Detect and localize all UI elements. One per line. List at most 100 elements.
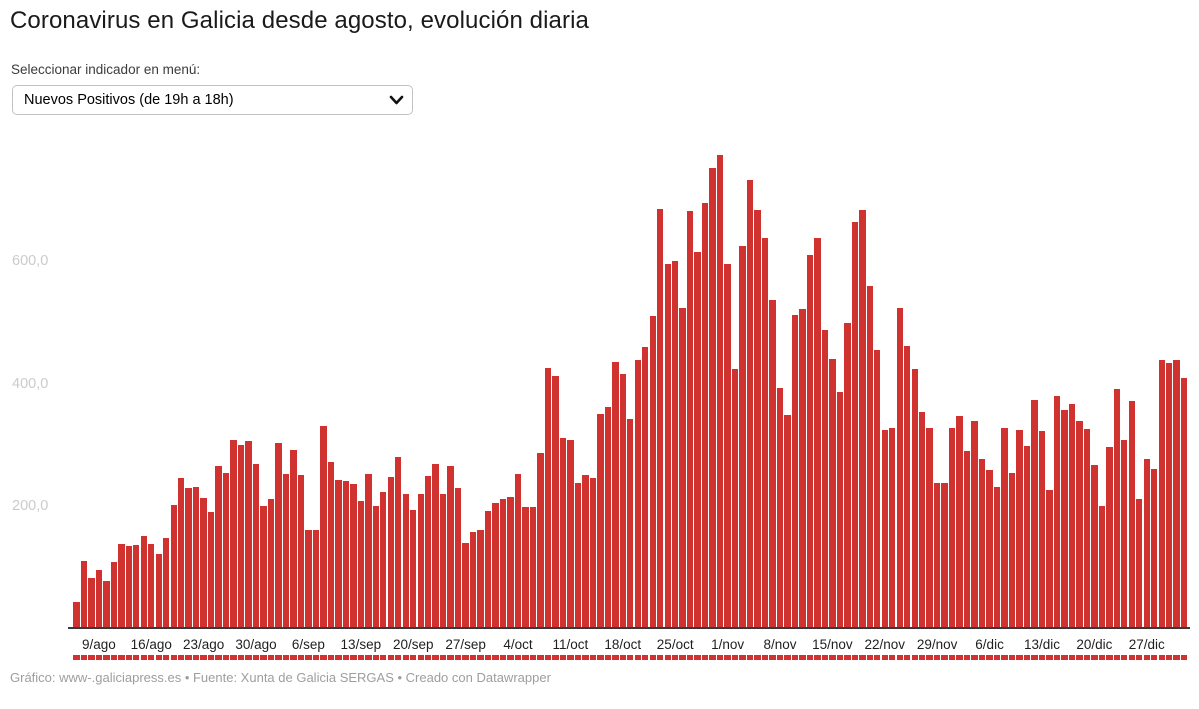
bar (155, 554, 162, 628)
bar (1180, 378, 1188, 628)
bar-baseline-stub (462, 655, 469, 660)
bar (327, 461, 335, 628)
bar (1113, 389, 1120, 628)
bar-baseline-stub (454, 655, 462, 660)
bar-baseline-stub (1180, 655, 1188, 660)
bar (469, 532, 477, 628)
bar-baseline-stub (694, 655, 701, 660)
bar-baseline-stub (911, 655, 918, 660)
bar (716, 155, 724, 628)
bar-baseline-stub (896, 655, 903, 660)
bar-baseline-stub (245, 655, 252, 660)
bar (529, 507, 537, 628)
bar-baseline-stub (679, 655, 686, 660)
x-axis-label: 9/ago (81, 637, 116, 652)
x-axis-label: 23/ago (182, 637, 225, 652)
bar-baseline-stub (290, 655, 297, 660)
bar-baseline-stub (851, 655, 859, 660)
bar-baseline-stub (866, 655, 873, 660)
bar (926, 428, 933, 628)
bar (148, 544, 155, 628)
bar-baseline-stub (1143, 655, 1150, 660)
y-axis-label: 600,0 (12, 253, 49, 270)
bar (761, 238, 769, 628)
bar-baseline-stub (80, 655, 88, 660)
bar (1053, 395, 1061, 628)
bar-baseline-stub (956, 655, 963, 660)
bar-baseline-stub (544, 655, 552, 660)
bar-baseline-stub (642, 655, 649, 660)
bar-baseline-stub (335, 655, 342, 660)
bar (163, 537, 170, 628)
bar-baseline-stub (821, 655, 829, 660)
x-axis-label: 16/ago (130, 637, 172, 652)
bar-baseline-stub (649, 655, 656, 660)
bar (552, 375, 559, 628)
bar (784, 414, 791, 628)
bar (222, 473, 230, 628)
x-axis-label: 29/nov (916, 637, 958, 652)
bar-baseline-stub (769, 655, 776, 660)
bar-baseline-stub (327, 655, 335, 660)
bar-baseline-stub (627, 655, 634, 660)
bar-baseline-stub (200, 655, 207, 660)
bar-baseline-stub (597, 655, 604, 660)
x-axis-label: 20/dic (1076, 637, 1113, 652)
bar-baseline-stub (889, 655, 896, 660)
bar (432, 464, 439, 628)
bar-baseline-stub (559, 655, 567, 660)
bar (746, 180, 754, 628)
bar (851, 222, 859, 628)
bar (889, 428, 896, 628)
bar-baseline-stub (1046, 655, 1053, 660)
bar (73, 602, 80, 628)
bar (933, 483, 941, 628)
bar (424, 475, 432, 628)
bar (282, 474, 290, 628)
bar-baseline-stub (672, 655, 679, 660)
bar-baseline-stub (237, 655, 245, 660)
bar (1001, 428, 1008, 628)
bar (686, 211, 694, 628)
bar-baseline-stub (836, 655, 844, 660)
bar (859, 210, 866, 628)
bar (1023, 445, 1031, 628)
bar (537, 453, 544, 628)
bar-baseline-stub (177, 655, 185, 660)
indicator-select[interactable]: Nuevos Positivos (de 19h a 18h) (12, 85, 413, 115)
bar-baseline-stub (1098, 655, 1106, 660)
bar-baseline-stub (1158, 655, 1165, 660)
bar-baseline-stub (799, 655, 806, 660)
bar-baseline-stub (163, 655, 170, 660)
bar-baseline-stub (222, 655, 230, 660)
bar-baseline-stub (619, 655, 626, 660)
bar (275, 442, 282, 628)
bar (192, 486, 200, 628)
bar-baseline-stub (1061, 655, 1068, 660)
bar-baseline-stub (350, 655, 357, 660)
x-axis-label: 8/nov (763, 637, 797, 652)
bar (956, 415, 963, 628)
bar-baseline-stub (88, 655, 95, 660)
x-axis-label: 4/oct (503, 637, 533, 652)
bar (844, 323, 851, 628)
bar (978, 458, 986, 628)
bar-baseline-stub (1151, 655, 1158, 660)
bar (1121, 439, 1128, 628)
bar (769, 299, 776, 628)
bar (185, 488, 192, 628)
bar-baseline-stub (252, 655, 260, 660)
bar-baseline-stub (395, 655, 402, 660)
bar-baseline-stub (185, 655, 192, 660)
bar (380, 491, 387, 628)
bar-baseline-stub (424, 655, 432, 660)
bar (439, 494, 447, 628)
bar-baseline-stub (1091, 655, 1098, 660)
x-axis-label: 20/sep (392, 637, 434, 652)
bar-baseline-stub (784, 655, 791, 660)
bar-baseline-stub (537, 655, 544, 660)
bar (649, 315, 656, 628)
bar-baseline-stub (155, 655, 162, 660)
bar (642, 346, 649, 628)
x-axis-label: 22/nov (864, 637, 906, 652)
